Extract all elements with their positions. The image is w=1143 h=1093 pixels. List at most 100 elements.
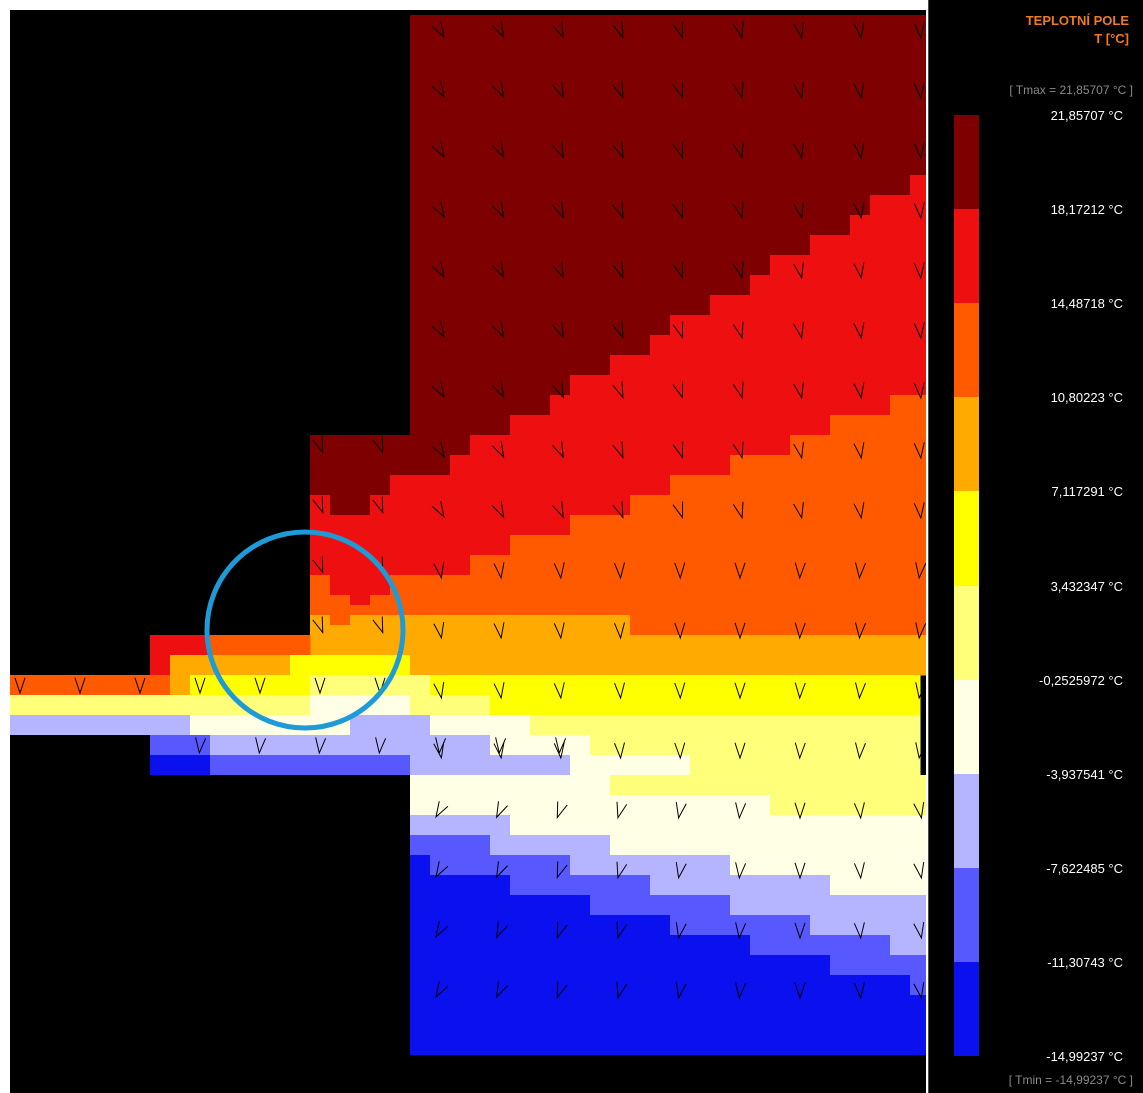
field-background — [10, 775, 410, 1075]
heat-flow-arrow — [734, 742, 746, 760]
field-cell — [310, 635, 331, 656]
field-cell — [790, 15, 811, 256]
field-cell — [490, 435, 511, 556]
field-cell — [590, 515, 611, 616]
field-cell — [510, 775, 531, 836]
field-cell — [910, 995, 926, 1056]
legend-tmax: [ Tmax = 21,85707 °C ] — [1009, 83, 1133, 97]
heat-flow-arrow — [491, 441, 505, 459]
field-cell — [410, 855, 431, 1056]
field-cell — [190, 715, 351, 736]
field-cell — [690, 475, 711, 636]
heat-flow-arrow — [556, 861, 568, 880]
heat-flow-arrow — [793, 381, 804, 400]
heat-flow-arrow — [915, 622, 926, 640]
heat-flow-arrow — [375, 737, 387, 755]
field-cell — [550, 855, 571, 896]
field-cell — [410, 655, 921, 676]
heat-flow-arrow — [315, 737, 327, 755]
field-cell — [650, 895, 671, 916]
field-cell — [870, 15, 891, 196]
field-cell — [170, 675, 191, 696]
heat-flow-arrow — [614, 562, 626, 580]
field-cell — [550, 15, 571, 396]
heat-flow-arrow — [491, 321, 505, 339]
field-cell — [510, 855, 531, 896]
heat-flow-arrow — [854, 562, 866, 580]
field-cell — [510, 895, 531, 1056]
heat-flow-arrow — [14, 677, 26, 695]
heat-flow-arrow — [794, 562, 806, 580]
heat-flow-arrow — [493, 742, 505, 760]
field-cell — [670, 895, 691, 936]
heat-flow-arrow — [552, 321, 564, 339]
field-cell — [830, 15, 851, 236]
field-cell — [870, 415, 891, 636]
heat-flow-arrows — [14, 21, 926, 1000]
legend-scale-label: -14,99237 °C — [1046, 1049, 1123, 1064]
heat-flow-arrow — [732, 381, 744, 400]
heat-flow-arrow — [312, 496, 324, 515]
field-cell — [530, 415, 551, 536]
field-cell — [630, 795, 651, 856]
heat-flow-arrow — [675, 921, 687, 940]
heat-flow-arrow — [134, 677, 146, 695]
field-background — [10, 635, 150, 675]
heat-flow-arrow — [495, 921, 508, 939]
heat-flow-arrow — [495, 737, 507, 755]
field-cell — [850, 775, 871, 816]
heat-flow-arrow — [431, 81, 445, 99]
field-cell — [750, 795, 771, 876]
heat-flow-arrow — [913, 502, 925, 520]
field-cell — [350, 635, 371, 656]
heat-flow-arrow — [552, 501, 564, 519]
field-cell — [810, 815, 831, 876]
heat-flow-arrow — [853, 442, 865, 460]
legend-swatch — [954, 491, 979, 586]
heat-flow-arrow — [793, 141, 804, 160]
temperature-field-panel — [10, 10, 926, 1093]
field-cell — [850, 935, 871, 976]
heat-flow-arrow — [612, 81, 624, 99]
field-cell — [830, 935, 851, 976]
field-cell — [490, 15, 511, 436]
field-cell — [190, 655, 211, 676]
field-cell — [190, 675, 311, 696]
field-cell — [150, 635, 171, 656]
heat-flow-arrow — [194, 677, 206, 695]
field-cell — [810, 235, 831, 436]
field-cell — [910, 175, 926, 396]
heat-flow-arrow — [672, 141, 684, 160]
field-cell — [690, 755, 921, 776]
field-cell — [910, 815, 926, 896]
field-cell — [810, 15, 831, 236]
field-cell — [410, 835, 431, 856]
heat-flow-arrow — [491, 261, 505, 279]
heat-flow-arrow — [674, 742, 686, 760]
field-cell — [350, 435, 371, 516]
legend-swatch — [954, 773, 979, 869]
field-cell — [770, 455, 791, 636]
field-cell — [550, 395, 571, 536]
heat-flow-arrow — [312, 556, 324, 575]
field-cell — [850, 895, 871, 936]
heat-flow-arrow — [552, 141, 564, 159]
field-cell — [370, 435, 391, 496]
field-cell — [710, 855, 731, 896]
field-cell — [390, 475, 411, 576]
field-cell — [830, 235, 851, 416]
field-cell — [230, 635, 251, 656]
field-cell — [410, 575, 431, 616]
heat-flow-arrow — [614, 682, 626, 700]
field-cell — [550, 775, 571, 836]
field-cell — [490, 695, 921, 716]
field-cell — [810, 955, 831, 1056]
field-cell — [310, 575, 331, 616]
heat-flow-arrow — [672, 81, 684, 100]
heat-flow-arrow — [552, 201, 564, 219]
field-cell — [350, 605, 371, 616]
legend-unit: T [°C] — [1094, 31, 1129, 46]
heat-flow-arrow — [612, 261, 624, 279]
field-cell — [610, 775, 631, 796]
field-cell — [170, 635, 191, 656]
